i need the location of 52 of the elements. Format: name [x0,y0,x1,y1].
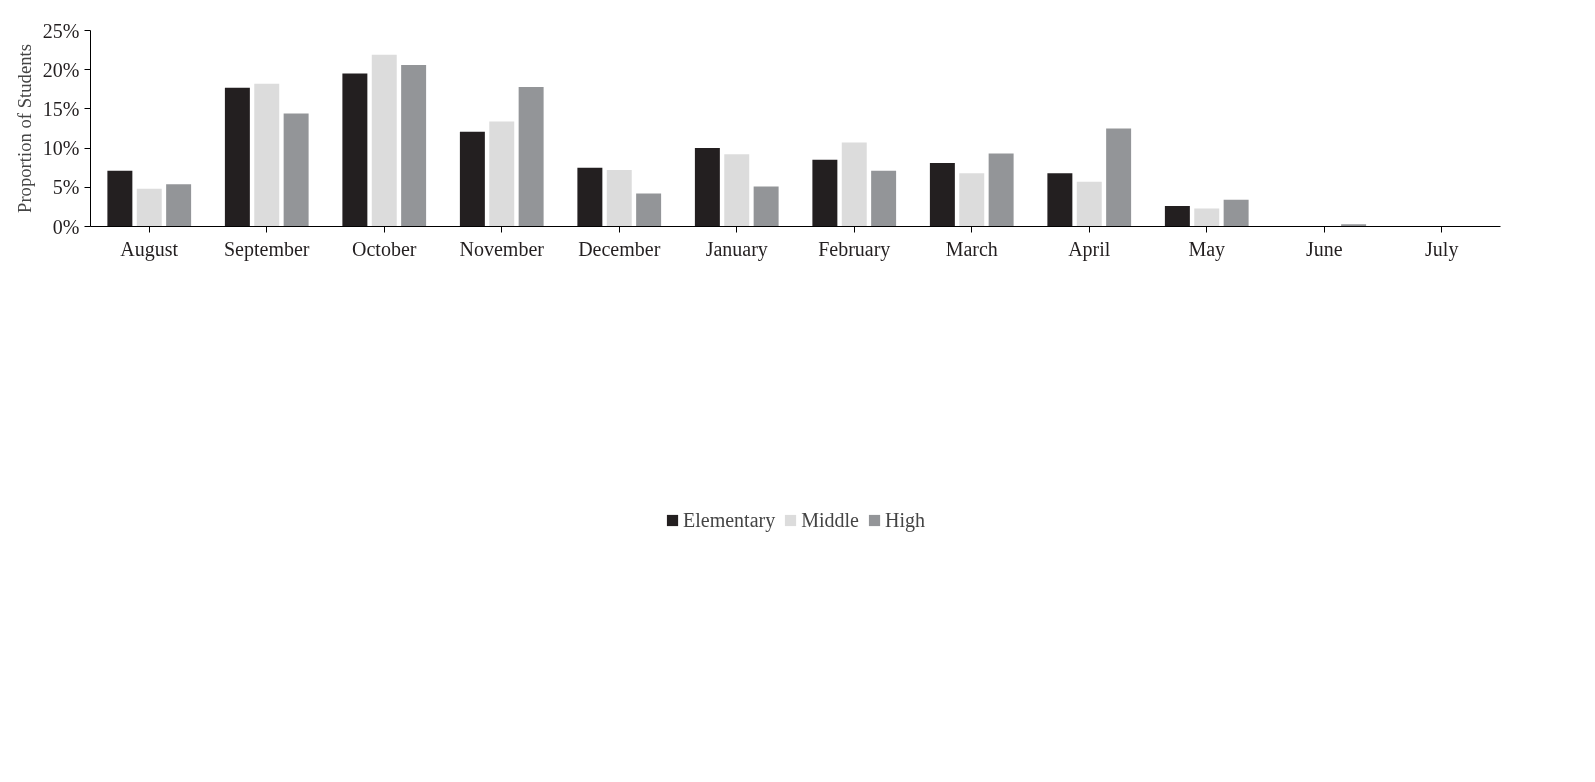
bar [1047,173,1073,227]
bar [636,193,662,227]
x-tick-label: June [1305,237,1343,260]
bar [136,188,162,227]
bar [988,153,1014,227]
x-tick-label: March [945,237,998,260]
y-axis-title: Proportion of Students [13,44,35,213]
bar [107,170,133,227]
x-tick-label: September [223,237,310,261]
x-tick-label: August [120,237,179,261]
y-tick-label: 25% [42,19,80,42]
bar [1223,199,1249,227]
bar [401,65,427,227]
bar [1076,181,1102,227]
bar [929,163,955,227]
bar [342,73,368,227]
bar [371,54,397,227]
x-tick-label: October [352,237,417,260]
bar [1106,128,1132,227]
bar [1194,208,1220,227]
bar [606,170,632,227]
bar [724,154,750,227]
bar [254,83,280,227]
x-tick-label: November [459,237,545,260]
bar [959,173,985,227]
bar [753,186,779,227]
x-tick-label: April [1068,237,1111,261]
y-tick-label: 5% [52,176,80,199]
y-tick-label: 10% [42,137,80,160]
y-tick-label: 0% [52,215,80,238]
bar [871,170,897,227]
x-tick-label: December [578,237,661,260]
x-tick-label: July [1425,237,1459,261]
bar [518,86,544,227]
bar [224,87,250,227]
x-tick-label: January [705,237,768,261]
bar [283,113,309,227]
bar [459,131,485,227]
legend-label: High [884,508,925,532]
x-tick-label: May [1188,237,1226,261]
y-tick-label: 20% [42,58,80,81]
bar [694,148,720,227]
bar [841,142,867,227]
legend-label: Elementary [683,508,776,532]
x-tick-label: February [818,237,891,261]
legend-label: Middle [801,508,859,532]
bar [1164,206,1190,227]
bar [577,167,603,227]
bar [812,159,838,227]
bar [489,121,515,227]
bar [166,184,192,227]
y-tick-label: 15% [42,97,80,120]
